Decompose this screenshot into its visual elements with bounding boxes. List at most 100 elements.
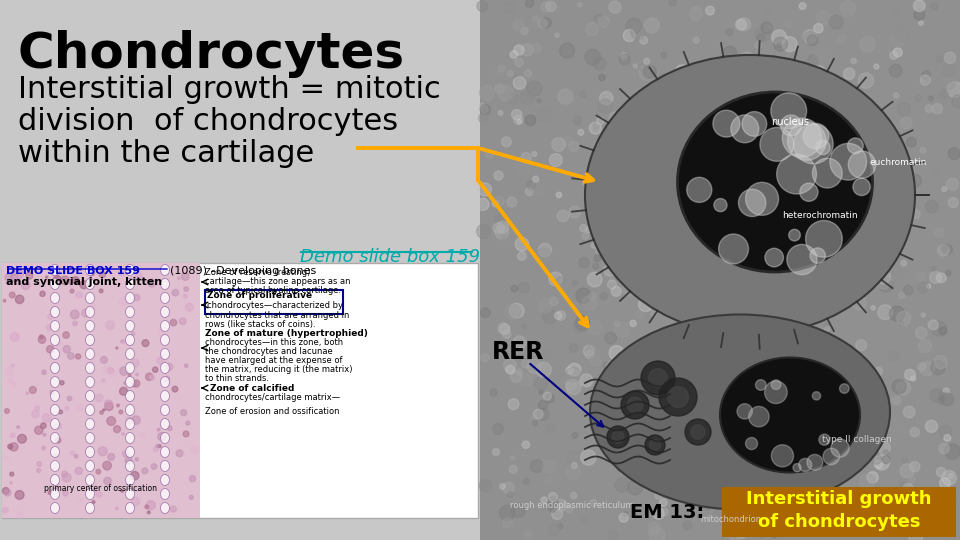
Ellipse shape [51, 461, 60, 471]
Circle shape [582, 233, 588, 239]
Circle shape [831, 255, 844, 268]
Circle shape [720, 97, 729, 106]
Circle shape [899, 293, 905, 299]
Circle shape [126, 417, 132, 424]
Circle shape [586, 402, 592, 408]
Circle shape [156, 357, 164, 364]
Circle shape [829, 503, 842, 515]
Circle shape [810, 74, 820, 84]
Circle shape [673, 158, 683, 168]
Circle shape [48, 491, 52, 494]
Circle shape [586, 23, 598, 36]
Circle shape [592, 235, 599, 242]
Ellipse shape [85, 461, 94, 471]
Circle shape [47, 346, 54, 353]
Circle shape [477, 1, 488, 11]
Circle shape [716, 43, 724, 51]
Circle shape [871, 306, 876, 310]
Text: Zone of proliferative: Zone of proliferative [207, 291, 312, 300]
Circle shape [816, 10, 831, 25]
Ellipse shape [160, 447, 170, 457]
Circle shape [788, 146, 796, 154]
Circle shape [598, 437, 604, 443]
Circle shape [943, 245, 952, 254]
Circle shape [864, 384, 875, 394]
Circle shape [922, 71, 930, 79]
Circle shape [548, 492, 558, 502]
Ellipse shape [160, 489, 170, 500]
Circle shape [602, 175, 608, 180]
Circle shape [865, 190, 878, 204]
Circle shape [72, 276, 79, 284]
Circle shape [566, 367, 573, 374]
Circle shape [508, 340, 522, 354]
Ellipse shape [160, 418, 170, 429]
Circle shape [714, 199, 727, 212]
Ellipse shape [160, 404, 170, 415]
Ellipse shape [85, 433, 94, 443]
Circle shape [634, 64, 637, 68]
Circle shape [622, 109, 636, 123]
Circle shape [777, 43, 781, 48]
Circle shape [3, 508, 9, 513]
Ellipse shape [51, 503, 60, 514]
Circle shape [480, 105, 488, 113]
Circle shape [3, 299, 6, 302]
Circle shape [872, 404, 885, 417]
Circle shape [840, 384, 849, 393]
Circle shape [757, 177, 770, 189]
Circle shape [880, 225, 895, 239]
Circle shape [56, 437, 60, 443]
Circle shape [870, 207, 878, 216]
Circle shape [925, 200, 938, 213]
Circle shape [598, 16, 609, 27]
Circle shape [632, 144, 642, 155]
Circle shape [564, 136, 572, 145]
Circle shape [734, 320, 743, 328]
Ellipse shape [85, 279, 94, 289]
Circle shape [782, 113, 797, 127]
Ellipse shape [126, 321, 134, 332]
Circle shape [901, 189, 909, 197]
Circle shape [816, 372, 823, 379]
Circle shape [506, 366, 515, 374]
Circle shape [623, 512, 628, 516]
Circle shape [60, 276, 69, 285]
Circle shape [803, 31, 818, 46]
Circle shape [898, 212, 910, 224]
Circle shape [843, 364, 853, 375]
Circle shape [586, 350, 594, 359]
Circle shape [720, 329, 736, 345]
Circle shape [513, 20, 524, 31]
Circle shape [890, 306, 904, 321]
Circle shape [521, 360, 530, 368]
Circle shape [756, 34, 764, 42]
Circle shape [915, 94, 922, 101]
Circle shape [800, 3, 805, 9]
Circle shape [548, 524, 560, 536]
Circle shape [876, 258, 884, 265]
Circle shape [35, 426, 43, 434]
Circle shape [940, 478, 950, 488]
Circle shape [627, 397, 642, 413]
Circle shape [744, 53, 755, 64]
Text: mitochondrion: mitochondrion [700, 515, 761, 524]
Circle shape [569, 344, 578, 352]
Circle shape [185, 303, 193, 311]
Circle shape [539, 400, 547, 409]
Circle shape [507, 492, 513, 497]
Circle shape [852, 236, 856, 240]
Circle shape [594, 15, 603, 23]
Circle shape [503, 330, 511, 338]
Circle shape [520, 91, 534, 105]
Circle shape [660, 509, 668, 516]
Circle shape [576, 288, 591, 303]
Circle shape [702, 285, 716, 298]
Ellipse shape [51, 376, 60, 388]
Circle shape [605, 332, 616, 344]
Circle shape [790, 233, 803, 245]
Circle shape [62, 332, 69, 338]
Circle shape [774, 37, 787, 51]
Circle shape [782, 156, 795, 167]
Circle shape [939, 443, 949, 454]
